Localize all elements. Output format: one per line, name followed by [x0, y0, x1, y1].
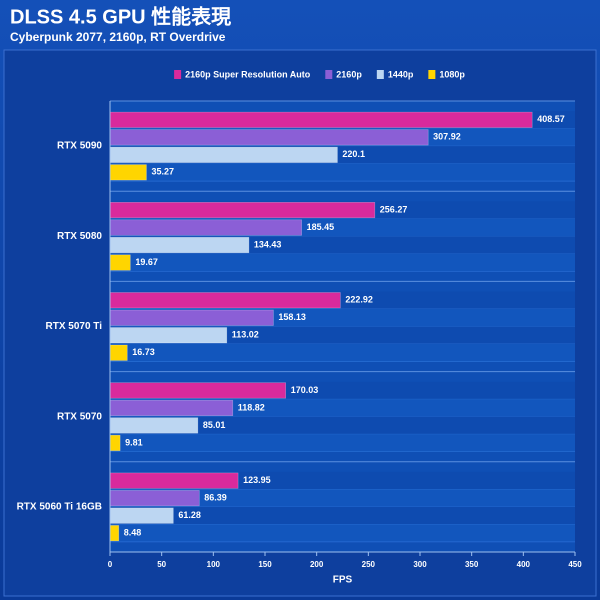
y-tick-label: RTX 5070 Ti — [45, 321, 102, 332]
legend-swatch — [174, 70, 182, 79]
bar — [109, 344, 128, 361]
x-tick-label: 200 — [310, 560, 324, 569]
row-band — [110, 344, 575, 362]
bar — [109, 525, 120, 542]
bar — [109, 507, 174, 524]
data-label: 123.95 — [243, 475, 271, 485]
bar — [109, 472, 239, 489]
x-tick-label: 450 — [568, 560, 582, 569]
data-label: 118.82 — [238, 402, 265, 412]
row-band — [110, 506, 575, 525]
x-tick-label: 250 — [362, 560, 376, 569]
data-label: 134.43 — [254, 239, 282, 249]
data-label: 158.13 — [278, 312, 306, 322]
x-tick-label: 400 — [517, 560, 531, 569]
legend-swatch — [325, 70, 333, 79]
bar — [109, 164, 147, 181]
data-label: 256.27 — [380, 204, 408, 214]
data-label: 8.48 — [124, 528, 142, 538]
x-axis-title: FPS — [333, 575, 353, 586]
legend-label: 1080p — [439, 69, 465, 79]
y-tick-label: RTX 5070 — [57, 411, 102, 422]
row-band — [110, 416, 575, 435]
bar — [109, 417, 199, 434]
bar — [109, 490, 200, 507]
legend-label: 2160p — [336, 69, 362, 79]
data-label: 61.28 — [178, 510, 201, 520]
data-label: 19.67 — [135, 257, 158, 267]
data-label: 307.92 — [433, 132, 461, 142]
data-label: 222.92 — [345, 295, 373, 305]
legend-label: 1440p — [388, 69, 414, 79]
data-label: 86.39 — [204, 493, 227, 503]
x-tick-label: 350 — [465, 560, 479, 569]
data-label: 35.27 — [151, 167, 174, 177]
bar — [109, 399, 234, 417]
chart-subtitle: Cyberpunk 2077, 2160p, RT Overdrive — [10, 30, 226, 44]
row-band — [110, 163, 575, 182]
data-label: 170.03 — [291, 385, 319, 395]
row-band — [110, 253, 575, 272]
data-label: 113.02 — [232, 330, 259, 340]
bar — [109, 292, 341, 309]
row-band — [110, 489, 575, 507]
y-tick-label: RTX 5080 — [57, 231, 102, 242]
bar — [109, 309, 274, 326]
x-tick-label: 0 — [108, 560, 113, 569]
y-tick-label: RTX 5090 — [57, 141, 102, 152]
bar — [109, 327, 228, 344]
data-label: 85.01 — [203, 420, 226, 430]
x-tick-label: 300 — [413, 560, 427, 569]
data-label: 408.57 — [537, 114, 565, 124]
bar — [109, 434, 121, 452]
bar — [109, 382, 286, 399]
data-label: 9.81 — [125, 437, 143, 447]
data-label: 16.73 — [132, 347, 155, 357]
legend-swatch — [428, 70, 436, 79]
x-tick-label: 100 — [207, 560, 221, 569]
row-band — [110, 524, 575, 542]
bar — [109, 129, 429, 146]
legend-swatch — [376, 70, 384, 79]
row-band — [110, 434, 575, 452]
bar — [109, 254, 131, 271]
data-label: 220.1 — [342, 149, 365, 159]
bar — [109, 237, 250, 254]
legend-label: 2160p Super Resolution Auto — [185, 69, 311, 79]
bar — [109, 146, 338, 163]
data-label: 185.45 — [307, 222, 335, 232]
x-tick-label: 50 — [157, 560, 166, 569]
chart-title: DLSS 4.5 GPU 性能表現 — [10, 4, 231, 28]
bar — [109, 219, 302, 236]
bar — [109, 111, 533, 128]
x-tick-label: 150 — [258, 560, 272, 569]
y-tick-label: RTX 5060 Ti 16GB — [17, 502, 102, 513]
bar — [109, 202, 376, 219]
